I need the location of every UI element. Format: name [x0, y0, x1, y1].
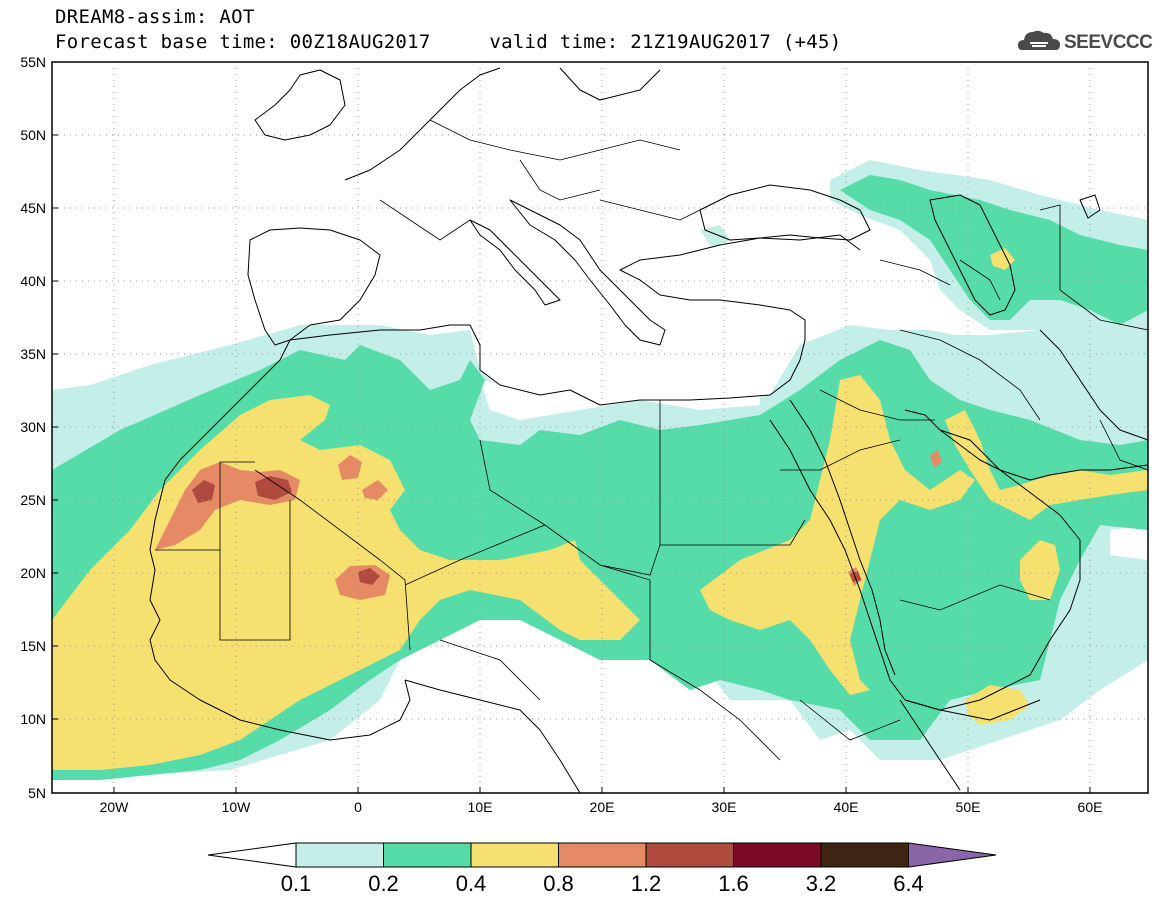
seevccc-logo: SEEVCCC	[1018, 30, 1154, 53]
colorbar-segment	[733, 842, 822, 868]
borders	[155, 119, 1148, 761]
lon-label: 10E	[468, 799, 493, 815]
lon-label: 30E	[712, 799, 737, 815]
axis-ticks	[52, 61, 1091, 793]
colorbar-tick-label: 0.1	[281, 871, 312, 896]
colorbar-tick-label: 3.2	[806, 871, 837, 896]
lat-label: 25N	[20, 492, 46, 508]
logo-text: SEEVCCC	[1064, 32, 1153, 53]
lon-label: 10W	[222, 799, 252, 815]
colorbar	[207, 842, 997, 868]
colorbar-tick-label: 6.4	[893, 871, 924, 896]
lat-label: 10N	[20, 711, 46, 727]
colorbar-tick-label: 0.4	[456, 871, 487, 896]
colorbar-ticks: 0.1 0.2 0.4 0.8 1.2 1.6 3.2 6.4	[281, 871, 924, 896]
lon-label: 40E	[834, 799, 859, 815]
colorbar-low-arrow	[207, 842, 297, 868]
lon-label: 20W	[100, 799, 130, 815]
colorbar-high-arrow	[908, 842, 997, 868]
lat-label: 35N	[20, 346, 46, 362]
chart-title: DREAM8-assim: AOT	[55, 6, 255, 28]
forecast-time-line: Forecast base time: 00Z18AUG2017 valid t…	[55, 31, 842, 53]
aot-field	[52, 62, 1148, 793]
lat-label: 5N	[28, 785, 46, 801]
colorbar-segment	[645, 842, 734, 868]
colorbar-segment	[295, 842, 384, 868]
lon-label: 50E	[956, 799, 981, 815]
lat-label: 45N	[20, 200, 46, 216]
lon-label: 20E	[590, 799, 615, 815]
lat-label: 30N	[20, 419, 46, 435]
colorbar-tick-label: 0.8	[543, 871, 574, 896]
aot-contour-1.2	[192, 476, 861, 585]
colorbar-segment	[383, 842, 472, 868]
lat-labels: 55N 50N 45N 40N 35N 30N 25N 20N 15N 10N …	[20, 54, 46, 801]
cloud-icon	[1018, 30, 1060, 50]
lat-label: 50N	[20, 127, 46, 143]
lon-label: 60E	[1078, 799, 1103, 815]
coastlines	[149, 67, 1148, 793]
lon-labels: 20W 10W 0 10E 20E 30E 40E 50E 60E	[100, 799, 1103, 815]
lat-label: 15N	[20, 638, 46, 654]
lon-label: 0	[354, 799, 362, 815]
lat-label: 40N	[20, 273, 46, 289]
lat-label: 20N	[20, 565, 46, 581]
colorbar-segment	[470, 842, 559, 868]
colorbar-segment	[820, 842, 909, 868]
colorbar-tick-label: 1.6	[718, 871, 749, 896]
lat-label: 55N	[20, 54, 46, 70]
colorbar-tick-label: 0.2	[368, 871, 399, 896]
colorbar-tick-label: 1.2	[631, 871, 662, 896]
colorbar-segment	[558, 842, 647, 868]
